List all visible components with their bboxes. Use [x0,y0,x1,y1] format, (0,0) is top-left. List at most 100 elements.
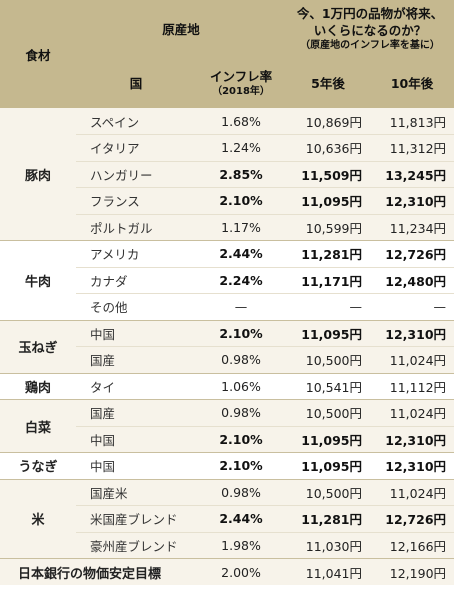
value-5y-cell: 10,541円 [286,373,371,400]
header-future: 今、1万円の品物が将来、 いくらになるのか？ （原産地のインフレ率を基に） [286,0,454,56]
rate-cell: 2.85% [196,161,287,188]
table-row: 牛肉 アメリカ 2.44% 11,281円 12,726円 [0,240,454,321]
value-10y-cell: 11,813円 [370,108,454,135]
boj-10y: 12,190円 [370,558,454,585]
table-row: 豚肉 スペイン 1.68% 10,869円 11,813円 [0,108,454,241]
rate-cell: — [196,293,287,321]
country-cell: 国産 [76,346,196,374]
value-10y-cell: 11,024円 [370,399,454,427]
header-rate: インフレ率 （2018年） [196,56,286,108]
food-cell: 玉ねぎ [0,320,76,374]
value-10y-cell: 11,024円 [370,479,454,506]
table-row: 鶏肉 タイ 1.06% 10,541円 11,112円 [0,373,454,400]
header-food: 食材 [25,47,51,63]
country-cell: カナダ [76,267,196,294]
value-10y-cell: 11,112円 [370,373,454,400]
value-5y-cell: 11,281円 [286,240,371,268]
value-5y-cell: 11,509円 [286,161,371,188]
rate-cell: 1.98% [196,532,287,559]
food-cell: 牛肉 [0,240,76,321]
value-10y-cell: 12,726円 [370,240,454,268]
food-cell: うなぎ [0,452,76,480]
country-cell: タイ [76,373,196,400]
value-10y-cell: — [370,293,454,321]
boj-rate: 2.00% [196,558,287,585]
rate-cell: 2.10% [196,452,287,480]
table-row: ポルトガル 1.17% 10,599円 11,234円 [0,214,454,241]
table-row: 中国 2.10% 11,095円 12,310円 [0,426,454,453]
value-10y-cell: 11,234円 [370,214,454,241]
value-10y-cell: 11,024円 [370,346,454,374]
rate-cell: 0.98% [196,479,287,506]
country-cell: ハンガリー [76,161,196,188]
boj-target-row: 日本銀行の物価安定目標 2.00% 11,041円 12,190円 [0,558,454,585]
country-cell: 中国 [76,426,196,453]
value-5y-cell: — [286,293,371,321]
country-cell: ポルトガル [76,214,196,241]
table-row: 米国産米 0.98% 10,500円 11,024円 [0,479,454,559]
country-cell: スペイン [76,108,196,135]
food-cell: 豚肉 [0,108,76,241]
table-row: 白菜 国産 0.98% 10,500円 11,024円 [0,399,454,453]
country-cell: 中国 [76,452,196,480]
country-cell: フランス [76,187,196,215]
value-10y-cell: 12,166円 [370,532,454,559]
country-cell: 中国 [76,320,196,347]
header-future-line1: 今、1万円の品物が将来、 [296,5,444,21]
value-5y-cell: 11,095円 [286,320,371,347]
header-10y: 10年後 [390,75,434,91]
rate-cell: 2.10% [196,426,287,453]
rate-cell: 2.44% [196,240,287,268]
header-origin: 原産地 [162,21,200,37]
rate-cell: 1.17% [196,214,287,241]
value-5y-cell: 10,869円 [286,108,371,135]
table-body: 豚肉 スペイン 1.68% 10,869円 11,813円 イタリア 1.24% 10,636… [0,108,454,585]
rate-cell: 0.98% [196,399,287,427]
table-row: ハンガリー 2.85% 11,509円 13,245円 [0,161,454,188]
value-10y-cell: 12,310円 [370,452,454,480]
value-5y-cell: 11,095円 [286,426,371,453]
value-5y-cell: 10,500円 [286,399,371,427]
header-5y: 5年後 [311,75,345,91]
country-cell: 国産米 [76,479,196,506]
food-cell: 鶏肉 [0,373,76,400]
table-row: その他 — — — [0,293,454,321]
rate-cell: 2.44% [196,505,287,533]
rate-cell: 2.10% [196,320,287,347]
table-row: 国産 0.98% 10,500円 11,024円 [0,346,454,374]
country-cell: 国産 [76,399,196,427]
country-cell: 豪州産ブレンド [76,532,196,559]
table-row: 玉ねぎ 中国 2.10% 11,095円 12,310円 [0,320,454,374]
value-10y-cell: 12,310円 [370,187,454,215]
table-row: カナダ 2.24% 11,171円 12,480円 [0,267,454,294]
header-rate-label: インフレ率 [209,69,273,84]
value-10y-cell: 12,310円 [370,320,454,347]
food-cell: 白菜 [0,399,76,453]
value-5y-cell: 10,636円 [286,134,371,162]
value-5y-cell: 11,030円 [286,532,371,559]
rate-cell: 2.10% [196,187,287,215]
boj-5y: 11,041円 [286,558,371,585]
table-row: フランス 2.10% 11,095円 12,310円 [0,187,454,215]
rate-cell: 0.98% [196,346,287,374]
header-future-sub: （原産地のインフレ率を基に） [300,39,440,51]
boj-label: 日本銀行の物価安定目標 [0,558,196,585]
value-10y-cell: 13,245円 [370,161,454,188]
value-5y-cell: 10,500円 [286,479,371,506]
value-5y-cell: 11,171円 [286,267,371,294]
country-cell: その他 [76,293,196,321]
value-10y-cell: 11,312円 [370,134,454,162]
rate-cell: 1.68% [196,108,287,135]
value-10y-cell: 12,310円 [370,426,454,453]
country-cell: アメリカ [76,240,196,268]
value-5y-cell: 10,599円 [286,214,371,241]
value-5y-cell: 11,281円 [286,505,371,533]
rate-cell: 2.24% [196,267,287,294]
country-cell: 米国産ブレンド [76,505,196,533]
food-cell: 米 [0,479,76,559]
header-future-line2: いくらになるのか？ [313,22,427,38]
table-row: 米国産ブレンド 2.44% 11,281円 12,726円 [0,505,454,533]
table-row: 豪州産ブレンド 1.98% 11,030円 12,166円 [0,532,454,559]
header-rate-sub: （2018年） [212,86,270,97]
